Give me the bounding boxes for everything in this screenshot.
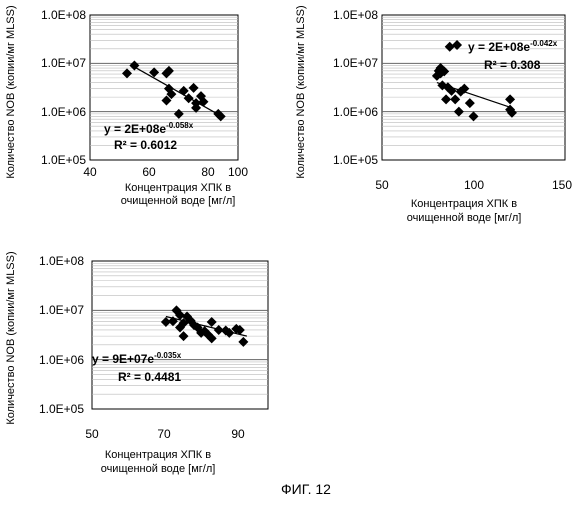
y-tick-label-0: 1.0E+05 — [41, 153, 86, 167]
x-tick-label-2: 90 — [231, 427, 245, 441]
x-axis-label-line1: Концентрация ХПК в — [105, 449, 211, 461]
x-tick-label-2: 150 — [552, 178, 572, 192]
chart-1: 1.0E+05 1.0E+06 1.0E+07 1.0E+08 40 60 80… — [5, 5, 248, 207]
y-tick-label-0: 1.0E+05 — [39, 402, 84, 416]
x-tick-label-1: 60 — [142, 165, 156, 179]
y-tick-label-3: 1.0E+08 — [41, 8, 86, 22]
y-axis-label: Количество NOB (копии/мг MLSS) — [295, 5, 307, 178]
x-tick-label-1: 100 — [464, 178, 484, 192]
y-tick-label-1: 1.0E+06 — [41, 105, 86, 119]
x-axis-label-line2: очищенной воде [мг/л] — [407, 212, 522, 224]
y-axis-label: Количество NOB (копии/мг MLSS) — [5, 251, 17, 424]
y-tick-label-1: 1.0E+06 — [39, 353, 84, 367]
y-tick-label-0: 1.0E+05 — [333, 153, 378, 167]
figure-caption: ФИГ. 12 — [281, 481, 331, 497]
x-axis-label-line1: Концентрация ХПК в — [411, 198, 517, 210]
x-tick-label-0: 50 — [375, 178, 389, 192]
chart-2: 1.0E+05 1.0E+06 1.0E+07 1.0E+08 50 100 1… — [295, 5, 572, 224]
plot-area — [382, 15, 565, 160]
y-tick-label-2: 1.0E+07 — [39, 303, 84, 317]
y-axis-label: Количество NOB (копии/мг MLSS) — [5, 5, 17, 178]
x-tick-label-1: 70 — [157, 427, 171, 441]
r-squared: R² = 0.4481 — [118, 370, 181, 384]
x-axis-label-line2: очищенной воде [мг/л] — [121, 195, 236, 207]
x-tick-label-0: 50 — [85, 427, 99, 441]
x-axis-label-line1: Концентрация ХПК в — [125, 182, 231, 194]
x-tick-label-0: 40 — [83, 165, 97, 179]
chart-3: 1.0E+05 1.0E+06 1.0E+07 1.0E+08 50 70 90… — [5, 251, 268, 475]
y-tick-label-3: 1.0E+08 — [333, 8, 378, 22]
x-tick-label-2: 80 — [201, 165, 215, 179]
r-squared: R² = 0.6012 — [114, 138, 177, 152]
y-tick-label-3: 1.0E+08 — [39, 254, 84, 268]
r-squared: R² = 0.308 — [484, 58, 541, 72]
y-tick-label-2: 1.0E+07 — [41, 56, 86, 70]
x-axis-label-line2: очищенной воде [мг/л] — [101, 463, 216, 475]
y-tick-label-2: 1.0E+07 — [333, 56, 378, 70]
y-tick-label-1: 1.0E+06 — [333, 105, 378, 119]
x-tick-label-3: 100 — [228, 165, 248, 179]
